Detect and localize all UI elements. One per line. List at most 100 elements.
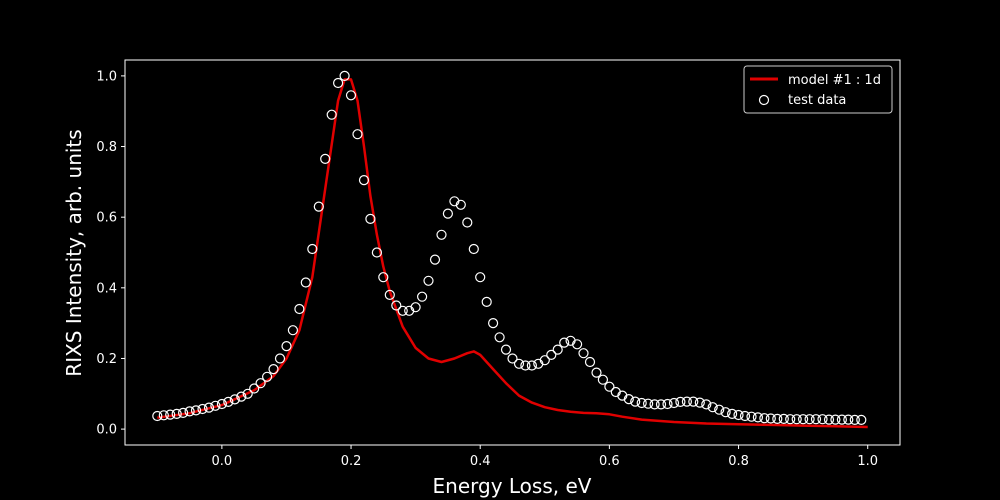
x-tick-label: 0.2: [341, 454, 362, 469]
data-point: [591, 367, 602, 378]
data-point: [268, 364, 279, 375]
data-point: [229, 394, 240, 405]
data-point: [701, 399, 712, 410]
data-point: [475, 272, 486, 283]
y-tick-label: 0.4: [96, 281, 117, 296]
data-point: [352, 129, 363, 140]
data-point: [636, 397, 647, 409]
data-point: [152, 410, 163, 422]
data-point: [597, 374, 609, 385]
data-point: [249, 383, 260, 394]
data-point: [604, 381, 615, 392]
data-point: [752, 412, 764, 423]
data-point: [384, 289, 395, 300]
data-point: [623, 394, 634, 405]
x-tick-label: 0.8: [728, 454, 749, 469]
data-point: [746, 411, 757, 422]
data-point: [481, 296, 492, 307]
data-point: [365, 213, 376, 224]
data-point: [210, 400, 221, 411]
data-point: [313, 201, 324, 212]
data-point: [759, 413, 770, 424]
data-point: [184, 406, 195, 417]
x-tick-label: 0.6: [599, 454, 620, 469]
data-point: [552, 344, 563, 355]
data-point: [274, 353, 286, 364]
data-point: [642, 398, 654, 409]
data-point: [830, 414, 841, 425]
data-point: [281, 341, 292, 352]
data-point: [584, 356, 596, 368]
data-point: [856, 414, 867, 425]
data-point: [688, 396, 699, 407]
data-point: [726, 408, 738, 419]
data-point: [617, 390, 628, 401]
legend: model #1 : 1d test data: [743, 65, 893, 114]
data-point: [333, 77, 344, 89]
data-point: [810, 414, 822, 425]
data-point: [797, 414, 809, 425]
data-point: [255, 378, 266, 389]
data-point: [843, 414, 854, 425]
legend-marker-swatch: [758, 94, 770, 106]
data-point: [410, 302, 421, 313]
data-point: [216, 398, 227, 410]
data-point: [262, 371, 273, 382]
data-point: [546, 349, 557, 360]
data-point: [823, 414, 835, 425]
y-tick-label: 0.2: [96, 352, 117, 367]
data-point: [223, 396, 234, 407]
data-point: [391, 300, 402, 311]
data-point: [662, 398, 673, 410]
data-point: [488, 318, 499, 329]
data-point: [378, 272, 389, 283]
x-tick-label: 1.0: [857, 454, 878, 469]
data-point: [236, 391, 247, 402]
data-point: [720, 407, 731, 418]
data-point: [675, 396, 686, 407]
data-point: [320, 153, 331, 164]
data-point: [778, 413, 789, 424]
plot-area: [152, 70, 868, 429]
data-point: [513, 358, 525, 369]
y-tick-label: 1.0: [96, 69, 117, 84]
x-tick-label: 0.4: [470, 454, 491, 469]
legend-label-data: test data: [788, 93, 846, 108]
data-point: [765, 413, 776, 424]
data-point: [565, 335, 576, 346]
y-tick-label: 0.0: [96, 423, 117, 438]
data-point: [307, 243, 318, 255]
data-point: [417, 291, 428, 302]
y-axis-label: RIXS Intensity, arb. units: [62, 129, 86, 376]
data-point: [178, 407, 189, 418]
data-point: [836, 414, 848, 425]
data-point: [158, 410, 169, 421]
data-point: [791, 414, 802, 425]
data-point: [203, 402, 215, 413]
data-point: [339, 70, 350, 82]
x-axis: 0.0 0.2 0.4 0.6 0.8 1.0: [212, 445, 878, 469]
data-point: [462, 217, 473, 228]
data-point: [655, 399, 667, 410]
data-point: [849, 414, 860, 425]
data-point: [649, 399, 660, 410]
data-point: [630, 396, 641, 407]
legend-box: [743, 65, 893, 114]
data-point: [500, 344, 512, 355]
data-point: [287, 325, 298, 336]
data-point: [294, 303, 305, 315]
y-axis: 0.0 0.2 0.4 0.6 0.8 1.0: [96, 69, 125, 438]
y-tick-label: 0.8: [96, 140, 117, 155]
data-point: [397, 305, 408, 316]
data-point: [449, 196, 460, 207]
data-point: [165, 409, 176, 420]
legend-label-model: model #1 : 1d: [788, 73, 881, 88]
data-point: [326, 109, 337, 120]
data-point: [714, 404, 725, 415]
x-axis-label: Energy Loss, eV: [433, 474, 592, 498]
data-point: [455, 199, 466, 210]
data-point: [494, 332, 505, 343]
data-point: [442, 208, 453, 219]
data-point: [694, 397, 705, 408]
data-point: [681, 396, 693, 407]
